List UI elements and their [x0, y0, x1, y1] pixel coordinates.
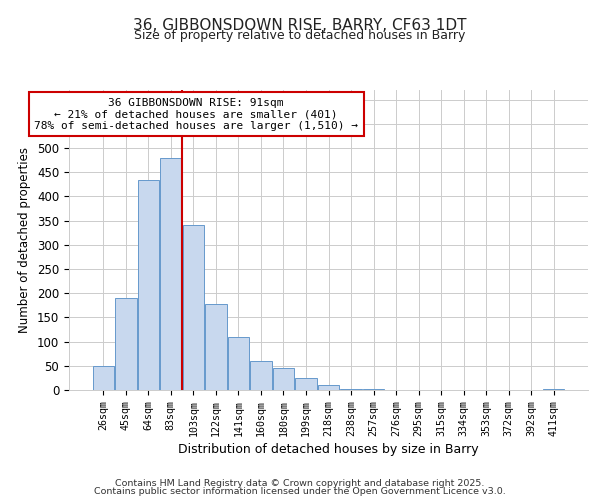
- Bar: [250, 361, 272, 390]
- Text: 36, GIBBONSDOWN RISE, BARRY, CF63 1DT: 36, GIBBONSDOWN RISE, BARRY, CF63 1DT: [133, 18, 467, 32]
- Bar: [340, 388, 362, 390]
- Y-axis label: Number of detached properties: Number of detached properties: [19, 147, 31, 333]
- Bar: [92, 366, 114, 390]
- X-axis label: Distribution of detached houses by size in Barry: Distribution of detached houses by size …: [178, 442, 479, 456]
- Text: 36 GIBBONSDOWN RISE: 91sqm
← 21% of detached houses are smaller (401)
78% of sem: 36 GIBBONSDOWN RISE: 91sqm ← 21% of deta…: [34, 98, 358, 130]
- Text: Contains public sector information licensed under the Open Government Licence v3: Contains public sector information licen…: [94, 487, 506, 496]
- Bar: [205, 304, 227, 390]
- Text: Size of property relative to detached houses in Barry: Size of property relative to detached ho…: [134, 29, 466, 42]
- Bar: [318, 385, 339, 390]
- Bar: [160, 158, 182, 390]
- Bar: [182, 226, 204, 390]
- Bar: [295, 378, 317, 390]
- Bar: [115, 298, 137, 390]
- Bar: [273, 368, 294, 390]
- Bar: [137, 180, 159, 390]
- Bar: [228, 337, 249, 390]
- Text: Contains HM Land Registry data © Crown copyright and database right 2025.: Contains HM Land Registry data © Crown c…: [115, 478, 485, 488]
- Bar: [363, 389, 384, 390]
- Bar: [543, 388, 565, 390]
